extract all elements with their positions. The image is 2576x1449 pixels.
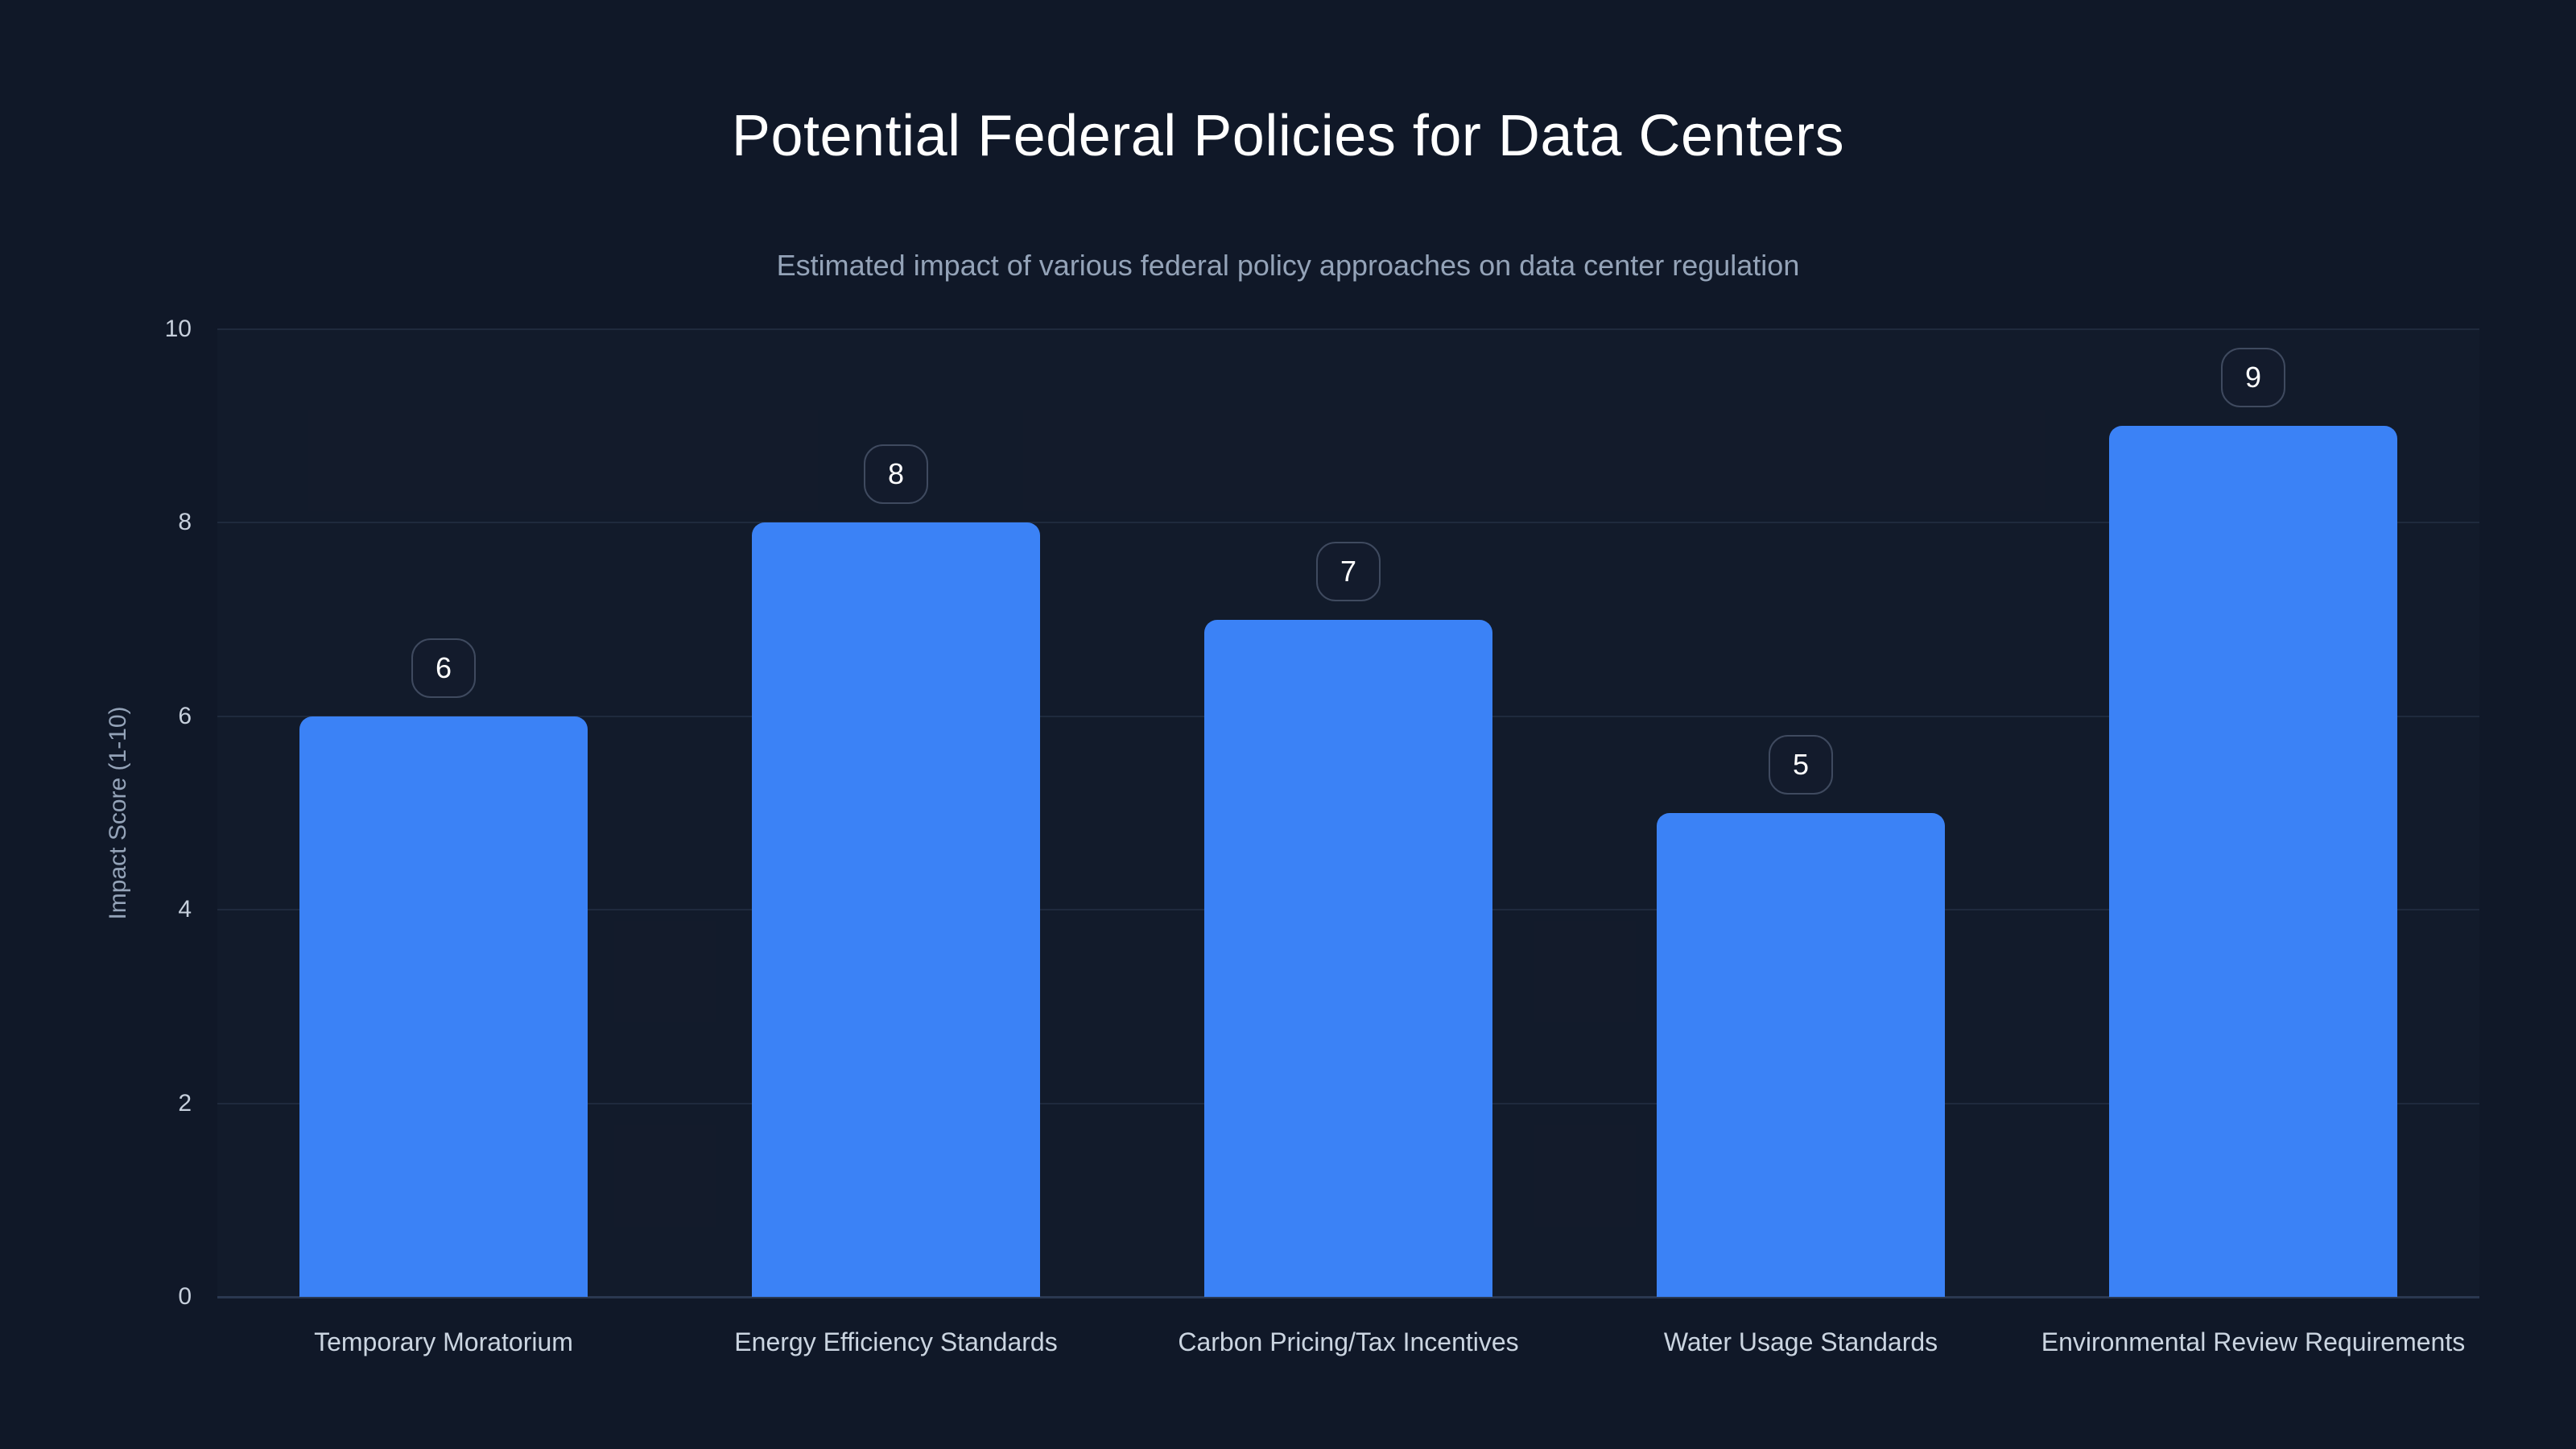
category-cell: 5 Water Usage Standards [1575, 329, 2027, 1356]
bar [1204, 619, 1492, 1297]
chart-subtitle: Estimated impact of various federal poli… [776, 249, 1800, 282]
value-badge: 9 [2221, 348, 2285, 408]
value-badge: 8 [864, 444, 928, 505]
y-tick-label: 2 [178, 1089, 192, 1117]
bar [299, 716, 588, 1297]
value-badge: 7 [1316, 541, 1381, 601]
x-axis-label: Temporary Moratorium [314, 1327, 573, 1356]
chart-title: Potential Federal Policies for Data Cent… [731, 104, 1845, 168]
bar [752, 522, 1040, 1297]
y-tick-label: 6 [178, 702, 192, 729]
x-axis-label: Environmental Review Requirements [2041, 1327, 2466, 1356]
y-tick-label: 8 [178, 509, 192, 536]
x-axis-label: Carbon Pricing/Tax Incentives [1178, 1327, 1519, 1356]
bar [2109, 426, 2397, 1297]
value-badge: 5 [1769, 735, 1833, 795]
category-cell: 7 Carbon Pricing/Tax Incentives [1122, 329, 1575, 1356]
category-cell: 6 Temporary Moratorium [217, 329, 670, 1356]
x-axis-label: Water Usage Standards [1663, 1327, 1938, 1356]
category-cell: 9 Environmental Review Requirements [2027, 329, 2479, 1356]
category-cell: 8 Energy Efficiency Standards [670, 329, 1122, 1356]
bar [1657, 813, 1945, 1297]
y-tick-label: 10 [164, 316, 192, 342]
x-axis-label: Energy Efficiency Standards [734, 1327, 1058, 1356]
y-tick-label: 4 [178, 896, 192, 923]
y-axis-ticks: 0 2 4 6 8 10 [0, 316, 192, 1310]
value-badge: 6 [411, 638, 476, 698]
plot-area: 6 Temporary Moratorium 8 Energy Efficiency … [217, 328, 2479, 1356]
y-tick-label: 0 [178, 1283, 192, 1310]
